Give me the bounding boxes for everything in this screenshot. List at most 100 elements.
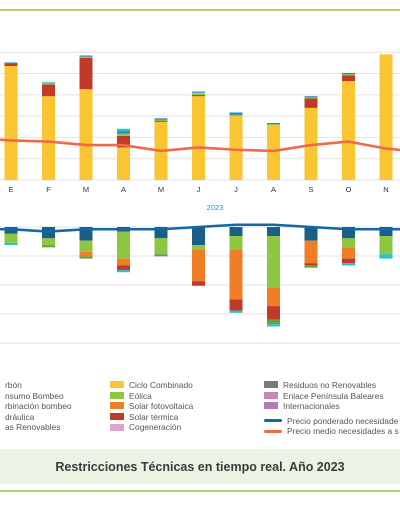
legend-item: Precio medio necesidades a s	[264, 426, 399, 437]
category-label: O	[346, 185, 352, 194]
legend-item: as Renovables	[0, 422, 72, 433]
bar-segment-down	[79, 251, 93, 257]
bar-segment	[79, 57, 93, 90]
legend-item: rbón	[0, 380, 72, 391]
caption-text: Restricciones Técnicas en tiempo real. A…	[55, 459, 345, 474]
bar-segment	[342, 72, 355, 75]
legend-label: Solar térmica	[129, 411, 179, 422]
bar-segment-down	[267, 306, 280, 320]
legend-swatch	[110, 413, 124, 421]
bar-segment-down	[154, 227, 168, 239]
bar-segment	[379, 54, 393, 181]
legend-label: dráulica	[5, 411, 35, 422]
bar-segment	[117, 147, 130, 180]
legend-label: Enlace Península Baleares	[283, 390, 384, 401]
bar-segment-down	[154, 238, 168, 255]
bar-segment-down	[267, 288, 280, 307]
bar-segment	[154, 118, 168, 120]
legend-item: Precio ponderado necesidade	[264, 416, 399, 427]
legend-label: Cogeneración	[129, 422, 182, 433]
bar-segment	[42, 83, 55, 85]
bar-segment	[192, 91, 205, 93]
legend-label: rbón	[5, 380, 22, 390]
bar-segment-down	[342, 227, 355, 239]
bar-segment-down	[4, 242, 18, 246]
legend-swatch	[264, 429, 282, 433]
legend-swatch	[264, 402, 278, 410]
bar-segment-down	[117, 265, 130, 270]
legend-item: rbinación bombeo	[0, 401, 72, 412]
bar-segment-down	[229, 310, 243, 313]
bar-segment	[192, 96, 205, 180]
legend-item: Enlace Península Baleares	[264, 391, 399, 402]
bar-segment-down	[117, 258, 130, 266]
legend-swatch	[110, 423, 124, 431]
legend-label: Ciclo Combinado	[129, 380, 193, 390]
bar-segment	[192, 92, 205, 94]
legend-label: Solar fotovoltaica	[129, 401, 194, 412]
bar-segment	[154, 120, 168, 122]
bar-segment	[4, 65, 18, 180]
bar-segment	[117, 131, 130, 134]
bar-segment	[304, 96, 318, 98]
top-frame-line	[0, 9, 400, 11]
legend-swatch	[110, 402, 124, 410]
bar-segment-down	[4, 233, 18, 243]
legend-item: Solar fotovoltaica	[110, 401, 193, 412]
bar-segment	[229, 112, 243, 115]
legend-label: Precio ponderado necesidade	[287, 415, 399, 426]
bar-segment	[117, 135, 130, 148]
bar-segment-down	[379, 254, 393, 259]
legend-item: dráulica	[0, 412, 72, 423]
chart: EFMAMJJASOND2023	[0, 51, 400, 344]
bar-segment-down	[229, 249, 243, 300]
bar-segment	[304, 97, 318, 99]
bar-segment-down	[42, 245, 55, 248]
bar-segment	[42, 96, 55, 180]
bar-segment-down	[267, 227, 280, 237]
bar-segment-down	[342, 263, 355, 266]
category-label: N	[383, 185, 388, 194]
legend-label: rbinación bombeo	[5, 401, 72, 412]
legend-item: nsumo Bombeo	[0, 391, 72, 402]
bar-segment	[4, 63, 18, 66]
bar-segment	[154, 119, 168, 121]
price-line-up	[0, 138, 400, 153]
bar-segment	[42, 84, 55, 97]
bar-segment	[79, 55, 93, 57]
bar-segment-down	[192, 245, 205, 250]
bar-segment-down	[154, 254, 168, 257]
chart-caption: Restricciones Técnicas en tiempo real. A…	[0, 449, 400, 484]
legend-swatch	[110, 381, 124, 389]
legend-label: nsumo Bombeo	[5, 390, 64, 401]
bar-segment	[342, 75, 355, 82]
bar-segment-down	[342, 247, 355, 259]
legend-item: Ciclo Combinado	[110, 380, 193, 391]
bar-segment-down	[267, 324, 280, 327]
bar-segment-down	[117, 231, 130, 259]
bar-segment-down	[42, 238, 55, 246]
bar-segment	[79, 89, 93, 180]
bar-segment	[192, 93, 205, 96]
legend-col-2: Ciclo Combinado Eólica Solar fotovoltaica S…	[110, 380, 193, 433]
bar-segment	[267, 125, 280, 180]
legend-label: Residuos no Renovables	[283, 380, 377, 390]
bar-segment	[342, 74, 355, 76]
category-label: M	[83, 185, 89, 194]
bar-segment	[267, 124, 280, 126]
legend-label: Precio medio necesidades a s	[287, 426, 399, 437]
category-label: J	[234, 185, 238, 194]
legend-label: as Renovables	[5, 422, 61, 433]
bar-segment-down	[79, 256, 93, 259]
bar-segment-down	[192, 227, 205, 246]
legend-col-3: Residuos no Renovables Enlace Península B…	[264, 380, 399, 437]
legend-swatch	[264, 381, 278, 389]
bar-segment-down	[304, 263, 318, 266]
bar-segment-down	[79, 240, 93, 252]
bar-segment-down	[192, 281, 205, 286]
bar-segment	[117, 128, 130, 132]
legend: rbón nsumo Bombeo rbinación bombeo dráulica…	[0, 380, 400, 444]
bar-segment	[4, 62, 18, 64]
legend-item: Cogeneración	[110, 422, 193, 433]
bar-segment-down	[229, 227, 243, 237]
